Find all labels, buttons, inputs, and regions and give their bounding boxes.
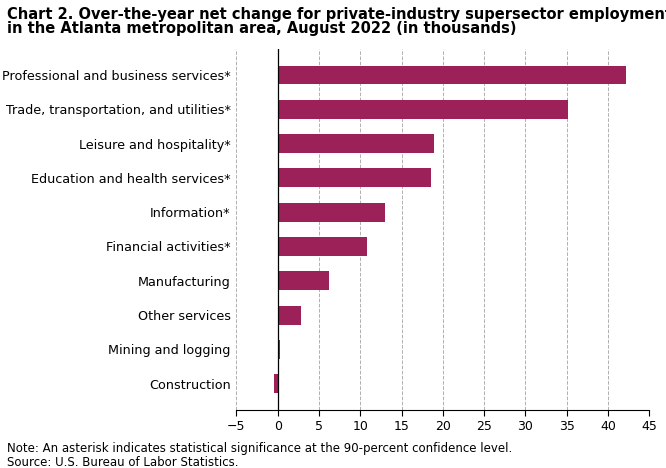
Bar	[274, 374, 278, 393]
Text: in the Atlanta metropolitan area, August 2022 (in thousands): in the Atlanta metropolitan area, August…	[7, 21, 516, 36]
Text: Note: An asterisk indicates statistical significance at the 90-percent confidenc: Note: An asterisk indicates statistical …	[7, 442, 512, 455]
Bar	[278, 271, 329, 290]
Bar	[278, 340, 280, 359]
Text: Chart 2. Over-the-year net change for private-industry supersector employment: Chart 2. Over-the-year net change for pr…	[7, 7, 666, 22]
Bar	[278, 100, 568, 119]
Bar	[278, 306, 301, 324]
Text: Source: U.S. Bureau of Labor Statistics.: Source: U.S. Bureau of Labor Statistics.	[7, 456, 238, 468]
Bar	[278, 237, 367, 256]
Bar	[278, 203, 385, 222]
Bar	[278, 134, 434, 153]
Bar	[278, 168, 430, 187]
Bar	[278, 66, 626, 84]
